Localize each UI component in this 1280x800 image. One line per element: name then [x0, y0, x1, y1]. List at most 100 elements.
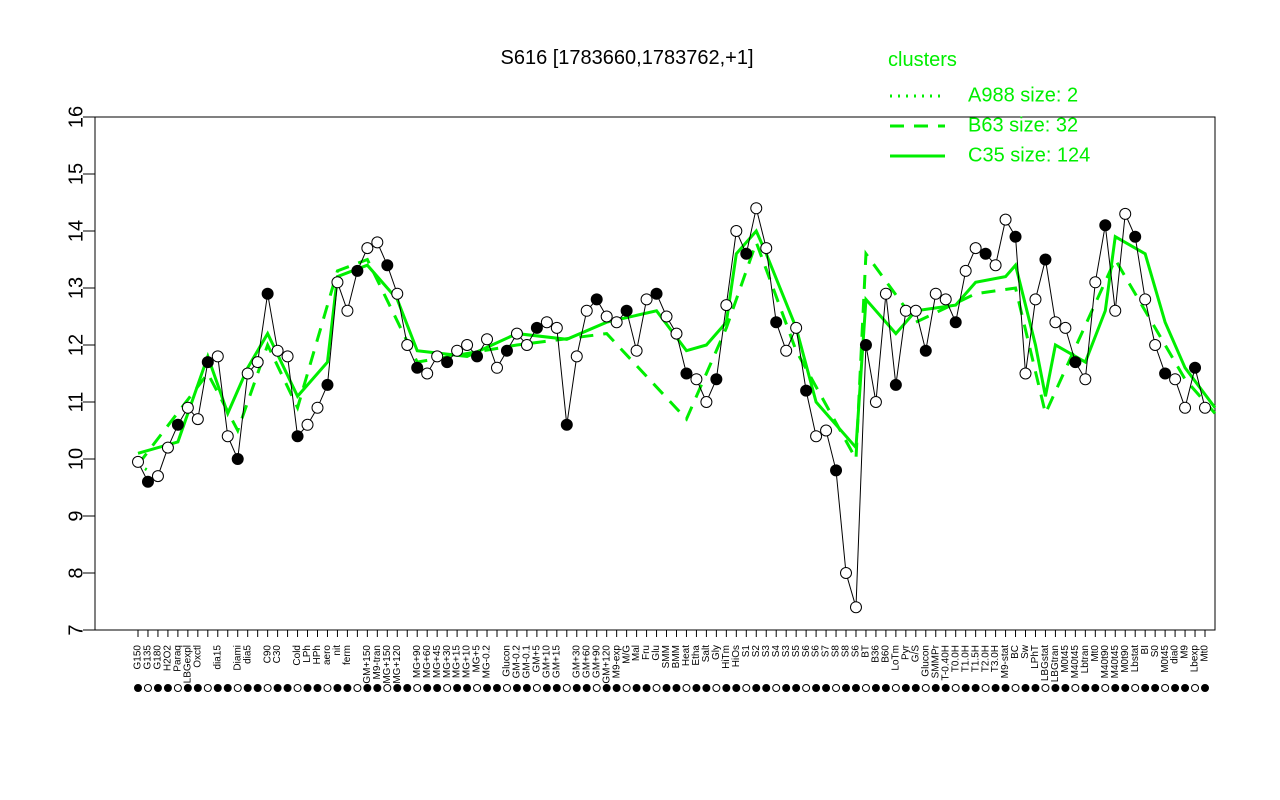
x-tick-label: M9-exp — [611, 645, 622, 679]
cluster-marker — [762, 684, 771, 692]
data-point — [740, 247, 753, 260]
data-point — [221, 430, 234, 443]
data-point — [1039, 253, 1052, 266]
x-tick-label: Lbexp — [1190, 645, 1201, 673]
data-point — [999, 213, 1012, 226]
data-point — [570, 350, 583, 363]
x-tick-label: Paraq — [173, 645, 184, 672]
data-point — [680, 367, 693, 380]
data-point — [700, 396, 713, 408]
cluster-marker — [1041, 684, 1050, 692]
x-tick-label: Glu — [651, 645, 662, 661]
cluster-marker — [722, 684, 731, 692]
x-tick-label: Fru — [641, 645, 652, 660]
data-point — [830, 464, 843, 477]
data-point — [421, 367, 434, 380]
cluster-marker — [293, 684, 302, 692]
cluster-marker — [243, 684, 252, 692]
cluster-marker — [752, 684, 761, 692]
x-tick-label: Glucon — [502, 645, 513, 677]
x-tick-label: MG+30 — [442, 645, 453, 679]
cluster-marker — [891, 684, 900, 692]
x-tick-label: GM+90 — [591, 645, 602, 679]
cluster-marker — [842, 684, 851, 692]
data-point — [1149, 339, 1162, 351]
x-tick-label: Sw — [1020, 644, 1031, 659]
x-tick-label: MG+10 — [462, 645, 473, 679]
data-point — [620, 304, 633, 317]
x-tick-label: M40t90 — [1100, 645, 1111, 679]
cluster-marker — [353, 684, 362, 692]
plot-frame — [94, 116, 1216, 631]
data-point — [730, 225, 743, 237]
cluster-marker — [682, 684, 691, 692]
data-point — [989, 259, 1002, 272]
cluster-marker — [522, 684, 531, 692]
x-tick-label: G/S — [910, 645, 921, 663]
y-tick-label: 7 — [65, 624, 87, 635]
data-point — [151, 470, 164, 483]
cluster-marker — [941, 684, 950, 692]
cluster-marker — [532, 684, 541, 692]
x-tick-label: B36 — [871, 645, 882, 663]
x-tick-label: Etha — [691, 645, 702, 666]
x-tick-label: T2.0H — [980, 645, 991, 672]
x-tick-label: B60 — [881, 645, 892, 663]
x-tick-label: HPh — [312, 645, 323, 664]
cluster-marker — [143, 684, 152, 692]
x-tick-label: GM+30 — [571, 645, 582, 679]
cluster-marker — [692, 684, 701, 692]
cluster-marker — [1191, 684, 1200, 692]
x-tick-label: M40t45 — [1110, 645, 1121, 679]
cluster-marker — [1091, 684, 1100, 692]
x-tick-label: LoTm — [891, 645, 902, 671]
x-tick-label: Lbstat — [1130, 645, 1141, 672]
data-point — [590, 293, 603, 306]
data-point — [780, 344, 793, 357]
cluster-marker — [163, 684, 172, 692]
x-tick-label: LBGstat — [1040, 645, 1051, 681]
data-point — [670, 327, 683, 340]
x-tick-label: G180 — [153, 645, 164, 670]
data-point — [191, 413, 204, 426]
data-point — [720, 299, 733, 312]
data-point — [1119, 207, 1132, 220]
data-point — [271, 344, 284, 357]
cluster-marker — [1201, 684, 1209, 692]
cluster-marker — [1111, 684, 1120, 692]
x-tick-label: S7 — [821, 645, 832, 658]
x-tick-label: dia0 — [1170, 645, 1181, 664]
data-point — [750, 202, 763, 215]
x-tick-label: dia15 — [212, 645, 223, 670]
cluster-marker — [173, 684, 182, 692]
x-tick-label: GM+10 — [541, 645, 552, 679]
data-point — [660, 310, 673, 323]
data-point — [1179, 401, 1192, 414]
data-point — [889, 378, 902, 391]
x-tick-label: MG+150 — [382, 645, 393, 684]
cluster-marker — [323, 684, 332, 692]
data-point — [451, 344, 464, 357]
cluster-marker — [333, 684, 342, 692]
x-tick-label: Mt0 — [1200, 645, 1211, 662]
x-tick-label: LPh — [302, 645, 313, 663]
x-tick-label: LPhT — [1030, 645, 1041, 669]
data-point — [899, 304, 912, 317]
cluster-marker — [951, 684, 960, 692]
data-point — [481, 333, 494, 346]
x-tick-label: BI — [1140, 645, 1151, 654]
data-point — [391, 287, 404, 300]
cluster-marker — [652, 684, 661, 692]
cluster-marker — [612, 684, 621, 692]
data-point — [251, 356, 264, 369]
data-point — [1169, 373, 1182, 386]
y-tick-label: 8 — [65, 567, 87, 578]
data-point — [331, 276, 344, 289]
cluster-line — [137, 228, 1217, 455]
data-point — [1029, 293, 1042, 306]
x-tick-label: M40t45 — [1070, 645, 1081, 679]
cluster-marker — [642, 684, 651, 692]
cluster-marker — [433, 684, 442, 692]
data-point — [461, 339, 474, 351]
x-tick-label: GM-0.1 — [522, 645, 533, 679]
